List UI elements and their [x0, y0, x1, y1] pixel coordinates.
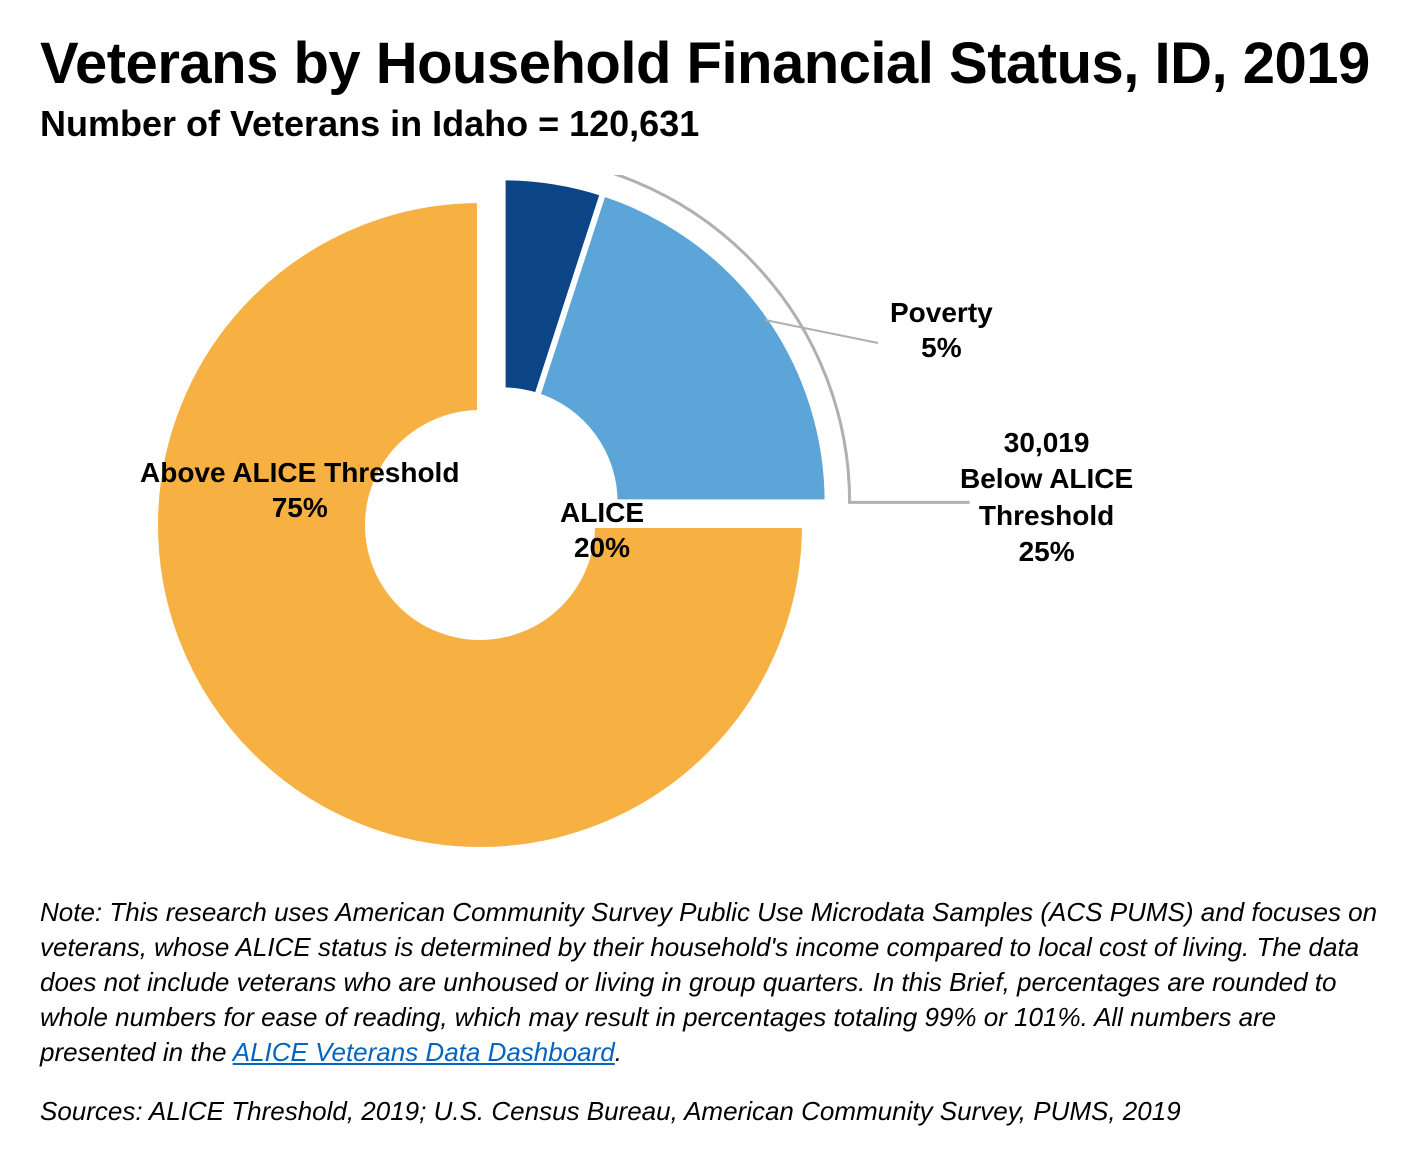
- poverty-label-text: Poverty: [890, 297, 993, 328]
- chart-note: Note: This research uses American Commun…: [40, 895, 1383, 1070]
- donut-svg: [40, 175, 1380, 875]
- alice-pct: 20%: [574, 532, 630, 563]
- note-link[interactable]: ALICE Veterans Data Dashboard: [233, 1037, 615, 1067]
- segment-label-alice: ALICE 20%: [560, 495, 644, 565]
- below-pct: 25%: [1019, 536, 1075, 567]
- chart-subtitle: Number of Veterans in Idaho = 120,631: [40, 103, 1383, 145]
- segment-label-poverty: Poverty 5%: [890, 295, 993, 365]
- below-number: 30,019: [1004, 427, 1090, 458]
- donut-chart: Above ALICE Threshold 75% ALICE 20% Pove…: [40, 175, 1380, 875]
- above-label-text: Above ALICE Threshold: [140, 457, 459, 488]
- chart-title: Veterans by Household Financial Status, …: [40, 30, 1383, 97]
- alice-label-text: ALICE: [560, 497, 644, 528]
- below-line2: Threshold: [979, 500, 1114, 531]
- segment-label-above: Above ALICE Threshold 75%: [140, 455, 459, 525]
- callout-below-alice: 30,019 Below ALICE Threshold 25%: [960, 425, 1133, 571]
- above-pct: 75%: [272, 492, 328, 523]
- poverty-pct: 5%: [921, 332, 961, 363]
- note-tail: .: [615, 1037, 622, 1067]
- below-line1: Below ALICE: [960, 463, 1133, 494]
